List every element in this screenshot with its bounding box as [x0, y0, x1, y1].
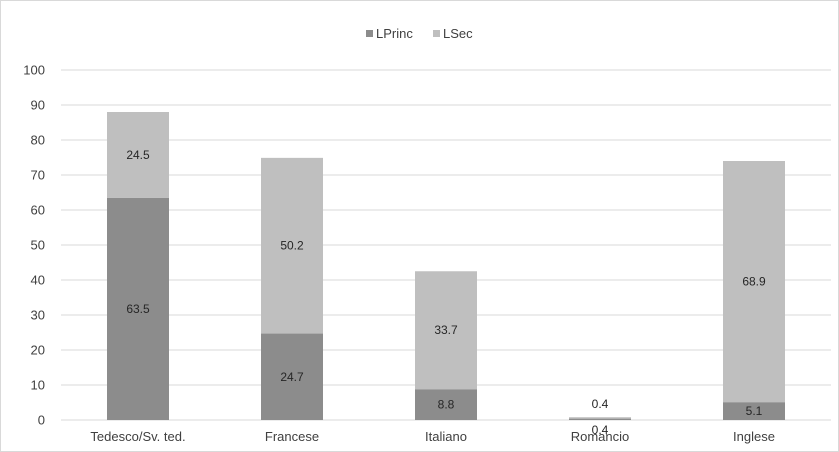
y-tick-label: 0	[38, 413, 45, 428]
bar-lprinc-3	[569, 418, 631, 420]
x-tick-label: Francese	[265, 429, 319, 444]
legend-label-lsec: LSec	[443, 26, 473, 41]
data-label: 24.5	[126, 148, 150, 162]
legend-label-lprinc: LPrinc	[376, 26, 413, 41]
bar-lsec-0	[107, 112, 169, 198]
y-tick-label: 70	[31, 168, 45, 183]
data-label: 5.1	[746, 404, 763, 418]
y-tick-label: 60	[31, 203, 45, 218]
data-label: 33.7	[434, 323, 458, 337]
y-tick-label: 100	[23, 63, 45, 78]
data-label: 50.2	[280, 239, 304, 253]
y-tick-label: 30	[31, 308, 45, 323]
y-tick-label: 80	[31, 133, 45, 148]
x-tick-label: Tedesco/Sv. ted.	[90, 429, 185, 444]
bar-lsec-2	[415, 271, 477, 390]
data-label: 0.4	[592, 397, 609, 411]
bar-lprinc-0	[107, 197, 169, 420]
bar-lsec-4	[723, 161, 785, 403]
y-tick-label: 10	[31, 378, 45, 393]
bar-lprinc-2	[415, 389, 477, 420]
data-label: 8.8	[438, 398, 455, 412]
data-label: 0.4	[592, 423, 609, 437]
x-tick-label: Italiano	[425, 429, 467, 444]
y-tick-label: 50	[31, 238, 45, 253]
legend-swatch-lprinc	[366, 30, 373, 37]
legend-swatch-lsec	[433, 30, 440, 37]
bar-lprinc-4	[723, 402, 785, 420]
bar-lsec-3	[569, 417, 631, 419]
data-label: 63.5	[126, 302, 150, 316]
x-tick-label: Inglese	[733, 429, 775, 444]
bar-lprinc-1	[261, 333, 323, 420]
data-label: 24.7	[280, 370, 304, 384]
bar-lsec-1	[261, 157, 323, 334]
data-label: 68.9	[742, 275, 766, 289]
x-tick-label: Romancio	[571, 429, 630, 444]
y-tick-label: 20	[31, 343, 45, 358]
y-tick-label: 40	[31, 273, 45, 288]
y-tick-label: 90	[31, 98, 45, 113]
